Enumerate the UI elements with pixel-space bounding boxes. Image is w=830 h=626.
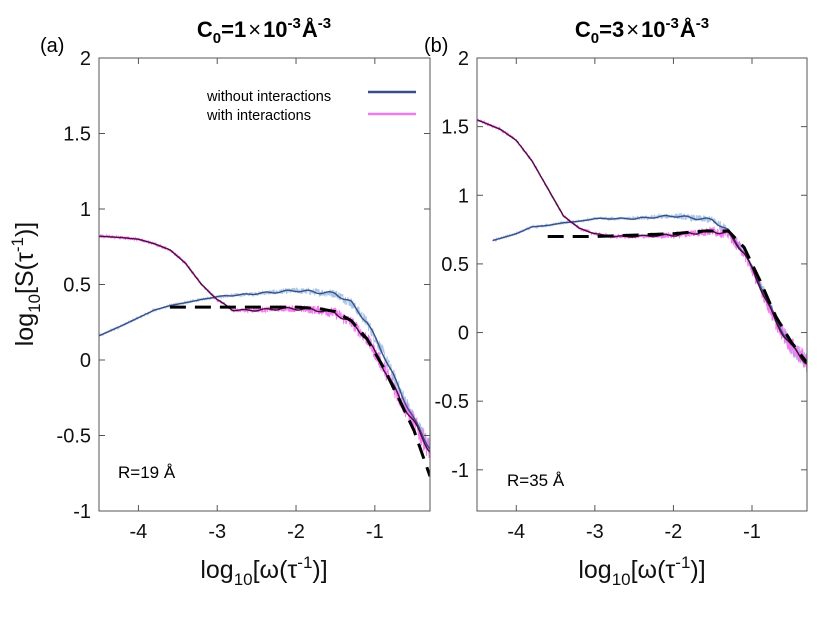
panel-a-radius-annotation: R=19 Å xyxy=(118,463,176,482)
series-without-raw-a xyxy=(99,286,430,458)
panel-a-plot-area xyxy=(99,233,430,477)
xtick-label-a: -1 xyxy=(366,521,384,543)
ytick-label-a: 1 xyxy=(80,199,91,221)
panel-b-radius-annotation: R=35 Å xyxy=(507,471,565,490)
ytick-label-b: 0 xyxy=(458,323,469,345)
panel-a-label: (a) xyxy=(40,35,64,57)
series-without-smoothed-a xyxy=(99,289,430,450)
ytick-label-b: 0.5 xyxy=(441,254,469,276)
panel-b-label: (b) xyxy=(424,35,448,57)
ytick-label-a: -0.5 xyxy=(57,426,91,448)
panel-b: (b) C0=3×10-3Å-3 -4 -3 -2 -1 -1 -0.5 0 0.5 1 1.5 2… xyxy=(424,15,808,589)
ytick-label-b: -1 xyxy=(451,460,469,482)
xtick-label-a: -2 xyxy=(287,521,305,543)
xtick-label-b: -3 xyxy=(586,521,604,543)
series-with-raw-b xyxy=(477,118,807,373)
ytick-label-a: 0.5 xyxy=(63,275,91,297)
series-without-smoothed-b xyxy=(492,214,807,365)
panel-b-plot-area xyxy=(477,118,807,373)
ytick-label-a: 1.5 xyxy=(63,124,91,146)
panel-b-xlabel: log10[ω(τ-1)] xyxy=(578,553,705,589)
legend: without interactions with interactions xyxy=(206,89,416,124)
xtick-label-a: -4 xyxy=(130,521,148,543)
panel-a-title: C0=1×10-3Å-3 xyxy=(197,15,331,47)
series-with-raw-a xyxy=(99,233,430,459)
ytick-label-b: -0.5 xyxy=(435,391,469,413)
panel-b-ticks: -4 -3 -2 -1 -1 -0.5 0 0.5 1 1.5 2 xyxy=(435,48,807,543)
ytick-label-b: 2 xyxy=(458,48,469,70)
xtick-label-b: -1 xyxy=(743,521,761,543)
xtick-label-b: -4 xyxy=(507,521,525,543)
panel-a-ylabel: log10[S(τ-1)] xyxy=(8,222,44,347)
panel-a-ticks: -4 -3 -2 -1 -1 -0.5 0 0.5 1 1.5 2 xyxy=(57,48,430,543)
series-fit-dashed-b xyxy=(547,229,807,364)
panel-b-title: C0=3×10-3Å-3 xyxy=(575,15,709,47)
ytick-label-b: 1 xyxy=(458,185,469,207)
series-fit-dashed-a xyxy=(169,305,430,477)
panel-a-frame xyxy=(98,57,431,512)
panel-a: (a) C0=1×10-3Å-3 -4 -3 -2 -1 -1 -0.5 0 0.5 1 1.5 2… xyxy=(8,15,431,589)
legend-label-with: with interactions xyxy=(206,108,311,124)
xtick-label-b: -2 xyxy=(665,521,683,543)
legend-label-without: without interactions xyxy=(206,89,331,105)
ytick-label-b: 1.5 xyxy=(441,117,469,139)
series-with-smoothed-b xyxy=(477,119,807,365)
series-with-smoothed-a xyxy=(99,235,430,453)
xtick-label-a: -3 xyxy=(208,521,226,543)
panel-b-frame xyxy=(476,57,808,512)
ytick-label-a: 0 xyxy=(80,350,91,372)
panel-a-xlabel: log10[ω(τ-1)] xyxy=(200,553,327,589)
ytick-label-a: -1 xyxy=(73,501,91,523)
ytick-label-a: 2 xyxy=(80,48,91,70)
